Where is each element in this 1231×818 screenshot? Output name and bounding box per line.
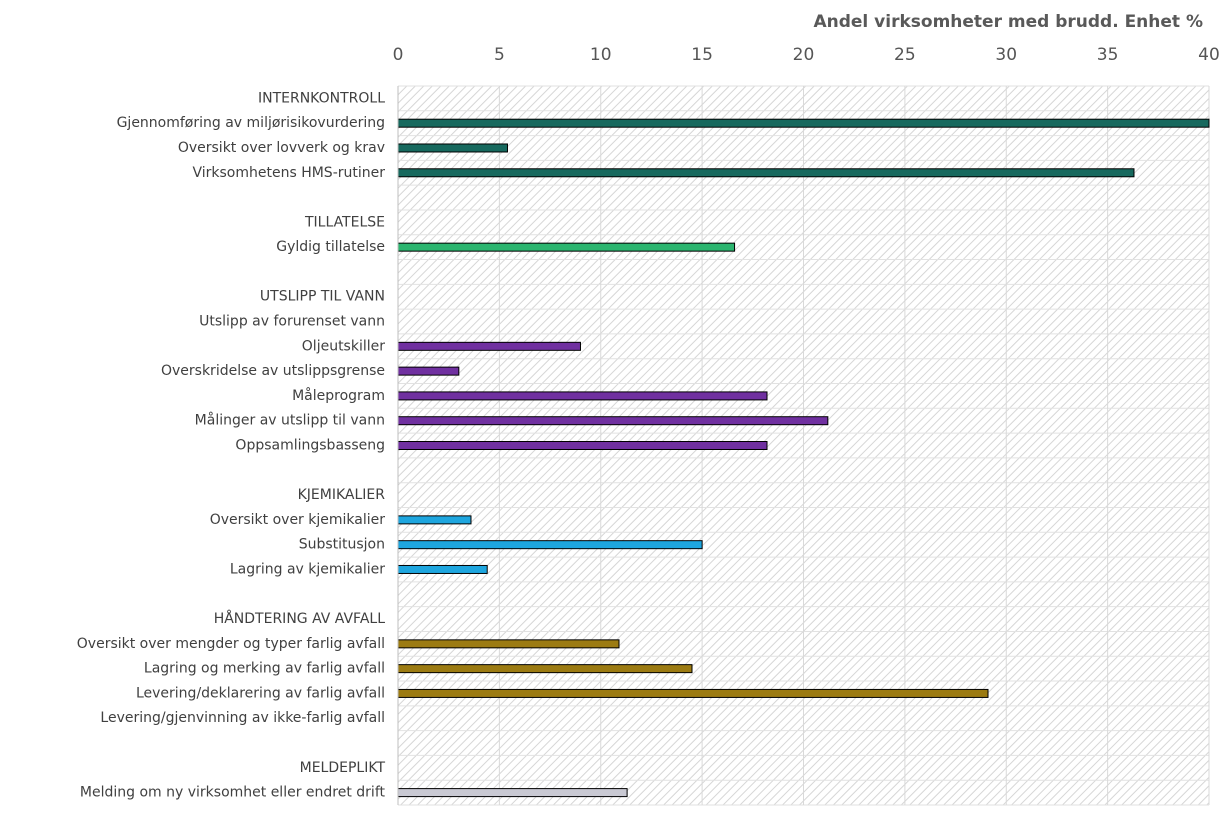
y-tick-label: Lagring av kjemikalier	[230, 561, 385, 577]
bar	[397, 416, 829, 426]
axis-title: Andel virksomheter med brudd. Enhet %	[813, 12, 1203, 32]
y-tick-label: HÅNDTERING AV AVFALL	[214, 610, 385, 627]
y-tick-label: Måleprogram	[292, 387, 385, 404]
y-tick-label: Virksomhetens HMS-rutiner	[192, 165, 385, 181]
y-tick-label: TILLATELSE	[304, 214, 385, 230]
y-tick-label: Oversikt over lovverk og krav	[178, 140, 385, 156]
bar	[397, 391, 768, 401]
bar	[397, 664, 693, 674]
bar	[397, 168, 1135, 178]
x-tick-label: 25	[894, 45, 916, 65]
y-tick-label: Oversikt over mengder og typer farlig av…	[77, 636, 385, 652]
x-tick-label: 20	[793, 45, 815, 65]
bar	[397, 788, 628, 798]
x-tick-label: 10	[590, 45, 612, 65]
y-tick-label: KJEMIKALIER	[298, 487, 386, 503]
y-tick-label: Levering/deklarering av farlig avfall	[136, 685, 385, 701]
bar	[397, 341, 581, 351]
bar	[397, 118, 1210, 128]
bar	[397, 564, 488, 574]
y-tick-label: Gjennomføring av miljørisikovurdering	[117, 115, 385, 131]
bar	[397, 441, 768, 450]
x-tick-label: 30	[995, 45, 1017, 65]
y-tick-label: Gyldig tillatelse	[276, 239, 385, 255]
bar	[397, 143, 508, 153]
bar	[397, 242, 736, 252]
bar	[397, 639, 620, 649]
y-tick-label: Oljeutskiller	[302, 338, 385, 354]
y-tick-label: Oppsamlingsbasseng	[235, 438, 385, 454]
y-tick-label: UTSLIPP TIL VANN	[260, 289, 385, 305]
y-tick-label: MELDEPLIKT	[300, 760, 386, 776]
y-tick-label: Melding om ny virksomhet eller endret dr…	[80, 785, 386, 801]
y-tick-label: Overskridelse av utslippsgrense	[161, 363, 385, 379]
x-tick-label: 0	[393, 45, 404, 65]
y-tick-label: Substitusjon	[299, 537, 385, 553]
y-tick-label: Målinger av utslipp til vann	[195, 412, 385, 429]
x-tick-label: 35	[1097, 45, 1119, 65]
bar	[397, 688, 989, 698]
x-tick-label: 15	[691, 45, 713, 65]
y-tick-label: INTERNKONTROLL	[258, 90, 385, 106]
bar	[397, 540, 703, 550]
y-tick-label: Utslipp av forurenset vann	[199, 314, 385, 330]
y-tick-label: Lagring og merking av farlig avfall	[144, 661, 385, 677]
bar	[397, 515, 472, 525]
bar	[397, 366, 460, 376]
y-tick-label: Oversikt over kjemikalier	[210, 512, 386, 528]
x-tick-label: 40	[1198, 45, 1220, 65]
x-tick-label: 5	[494, 45, 505, 65]
y-tick-label: Levering/gjenvinning av ikke-farlig avfa…	[100, 710, 385, 726]
